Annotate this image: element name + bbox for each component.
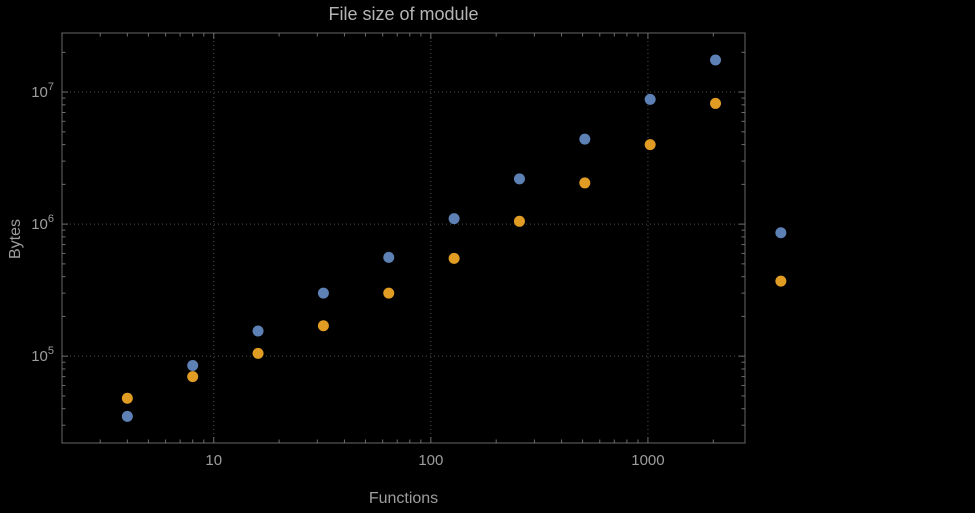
data-point [252, 347, 264, 359]
data-point [513, 173, 525, 185]
data-point [775, 227, 787, 239]
data-point [579, 133, 591, 145]
data-point [317, 320, 329, 332]
data-point [121, 410, 133, 422]
data-point [775, 275, 787, 287]
x-tick-label: 10 [205, 452, 222, 469]
x-tick-label: 1000 [631, 452, 664, 469]
data-point [187, 359, 199, 371]
y-axis-label: Bytes [7, 219, 24, 260]
data-point [579, 177, 591, 189]
data-point [710, 54, 722, 66]
data-point [383, 287, 395, 299]
x-tick-label: 100 [418, 452, 443, 469]
data-point [644, 93, 656, 105]
plot-frame [61, 32, 746, 444]
data-point [710, 97, 722, 109]
y-tick-label: 105 [31, 345, 54, 365]
data-point [644, 139, 656, 151]
data-point [448, 252, 460, 264]
x-axis-label: Functions [368, 490, 439, 507]
data-point [121, 392, 133, 404]
data-point [252, 325, 264, 337]
data-point [317, 287, 329, 299]
data-point [187, 371, 199, 383]
y-tick-label: 106 [31, 213, 54, 233]
data-point [448, 213, 460, 225]
data-point [383, 251, 395, 263]
data-point [513, 215, 525, 227]
chart-title: File size of module [328, 4, 479, 24]
y-tick-label: 107 [31, 81, 54, 101]
